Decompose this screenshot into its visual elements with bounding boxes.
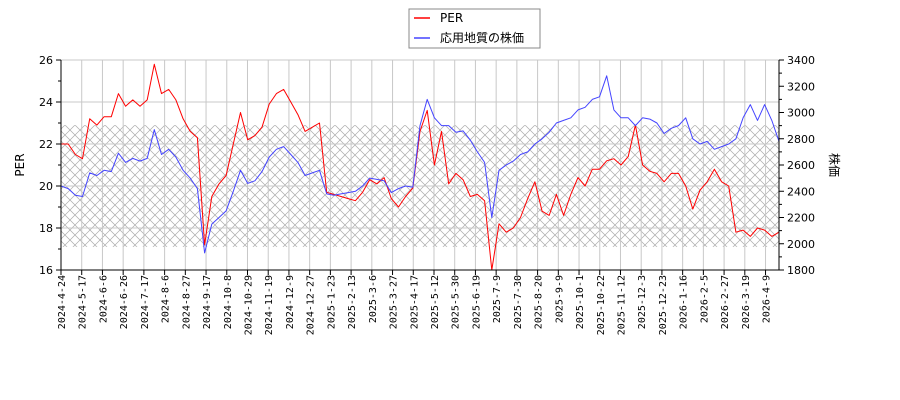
x-tick-label: 2026-2-5 <box>699 275 710 323</box>
right-tick-label: 1800 <box>787 264 815 277</box>
x-tick-label: 2024-6-6 <box>98 275 109 323</box>
x-tick-label: 2024-9-17 <box>202 275 213 329</box>
left-tick-label: 26 <box>39 54 53 67</box>
x-tick-label: 2025-12-23 <box>658 275 669 335</box>
left-tick-label: 16 <box>39 264 53 277</box>
x-tick-label: 2024-5-17 <box>78 275 89 329</box>
x-tick-label: 2025-10-22 <box>596 275 607 335</box>
x-tick-label: 2025-6-19 <box>471 275 482 329</box>
x-tick-label: 2025-9-9 <box>554 275 565 323</box>
x-tick-label: 2025-7-9 <box>492 275 503 323</box>
x-axis-ticks: 2024-4-24 2024-5-17 2024-6-6 2024-6-26 2024-… <box>57 270 773 335</box>
x-tick-label: 2026-4-9 <box>762 275 773 323</box>
right-tick-label: 3200 <box>787 80 815 93</box>
x-tick-label: 2025-5-30 <box>451 275 462 329</box>
right-tick-label: 2600 <box>787 159 815 172</box>
right-tick-label: 2800 <box>787 133 815 146</box>
left-axis-title: PER <box>13 153 27 176</box>
x-tick-label: 2024-7-17 <box>140 275 151 329</box>
x-tick-label: 2024-4-24 <box>57 275 68 329</box>
x-tick-label: 2025-3-27 <box>389 275 400 329</box>
x-tick-label: 2024-11-19 <box>264 275 275 335</box>
x-tick-label: 2024-10-29 <box>243 275 254 335</box>
price-line <box>60 75 780 254</box>
x-tick-label: 2025-10-1 <box>575 275 586 329</box>
right-axis-ticks: 1800 2000 2200 2400 2600 2800 3000 3200 3400 <box>779 54 815 277</box>
x-tick-label: 2026-1-16 <box>679 275 690 329</box>
legend: PER 応用地質の株価 <box>408 8 541 49</box>
x-tick-label: 2024-10-8 <box>223 275 234 329</box>
x-tick-label: 2025-11-12 <box>616 275 627 335</box>
legend-price-label: 応用地質の株価 <box>440 30 524 45</box>
x-tick-label: 2025-5-12 <box>430 275 441 329</box>
x-tick-label: 2024-8-27 <box>181 275 192 329</box>
x-tick-label: 2024-12-9 <box>285 275 296 329</box>
x-tick-label: 2025-1-23 <box>326 275 337 329</box>
x-tick-label: 2025-3-6 <box>368 275 379 323</box>
right-tick-label: 2200 <box>787 212 815 225</box>
left-axis-ticks: 16 18 20 22 24 26 <box>39 54 61 277</box>
x-tick-label: 2024-8-6 <box>161 275 172 323</box>
x-tick-label: 2026-2-27 <box>720 275 731 329</box>
per-line <box>61 63 780 271</box>
data-series <box>60 63 780 271</box>
x-tick-label: 2024-6-26 <box>119 275 130 329</box>
left-tick-label: 24 <box>39 96 53 109</box>
left-tick-label: 18 <box>39 222 53 235</box>
x-tick-label: 2024-12-27 <box>306 275 317 335</box>
grid-lines <box>61 59 779 270</box>
x-tick-label: 2025-4-17 <box>409 275 420 329</box>
left-tick-label: 22 <box>39 138 53 151</box>
left-tick-label: 20 <box>39 180 53 193</box>
legend-per-label: PER <box>440 11 463 25</box>
x-tick-label: 2026-3-19 <box>741 275 752 329</box>
x-tick-label: 2025-2-13 <box>347 275 358 329</box>
x-tick-label: 2025-7-30 <box>513 275 524 329</box>
x-tick-label: 2025-8-20 <box>534 275 545 329</box>
right-tick-label: 3400 <box>787 54 815 67</box>
x-tick-label: 2025-12-3 <box>637 275 648 329</box>
right-tick-label: 2000 <box>787 238 815 251</box>
right-tick-label: 2400 <box>787 185 815 198</box>
right-axis-title: 株価 <box>827 153 842 177</box>
right-tick-label: 3000 <box>787 107 815 120</box>
